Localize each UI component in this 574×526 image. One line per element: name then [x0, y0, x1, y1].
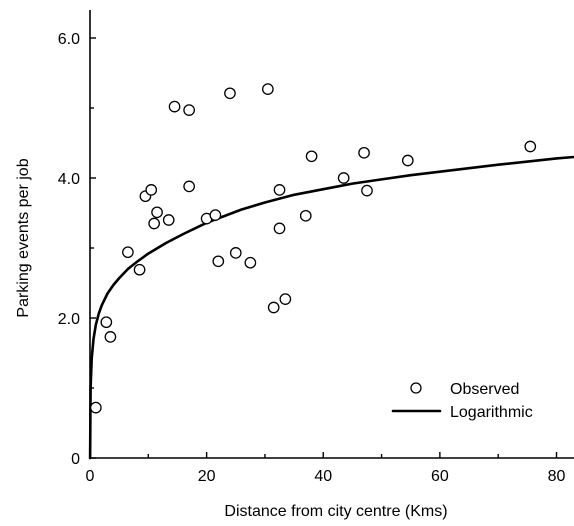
y-tick-label: 0 — [71, 451, 80, 468]
y-axis: 0 2.0 4.0 6.0 — [58, 10, 96, 468]
observed-point — [100, 316, 113, 329]
observed-point — [299, 209, 312, 222]
observed-point — [358, 146, 370, 159]
legend-logarithmic-label: Logarithmic — [450, 404, 533, 421]
y-tick-label: 2.0 — [58, 311, 80, 328]
observed-point — [524, 140, 537, 153]
observed-point — [104, 331, 117, 343]
y-axis-title: Parking events per job — [15, 158, 32, 317]
observed-point — [145, 184, 158, 196]
x-tick-label: 20 — [198, 468, 216, 485]
observed-point — [209, 209, 222, 221]
observed-point — [273, 222, 286, 235]
observed-point — [168, 100, 181, 113]
legend: Observed Logarithmic — [391, 381, 533, 421]
observed-point — [267, 301, 280, 314]
y-tick-label: 6.0 — [58, 31, 80, 48]
observed-point — [151, 206, 163, 219]
logarithmic-fit-line — [88, 155, 574, 460]
observed-point — [148, 217, 160, 230]
observed-point — [401, 154, 414, 167]
x-tick-label: 60 — [431, 468, 449, 485]
observed-point — [229, 247, 242, 259]
legend-observed-label: Observed — [450, 381, 519, 398]
y-tick-label: 4.0 — [58, 171, 80, 188]
observed-point — [305, 150, 318, 163]
x-tick-label: 80 — [548, 468, 566, 485]
observed-point — [133, 263, 146, 276]
x-tick-label: 0 — [86, 468, 95, 485]
observed-point — [361, 184, 373, 197]
observed-point — [273, 184, 286, 196]
x-tick-label: 40 — [314, 468, 332, 485]
observed-point — [183, 180, 195, 193]
x-axis: 0 20 40 60 80 — [86, 452, 574, 485]
observed-point — [224, 87, 236, 100]
observed-point — [244, 256, 257, 269]
observed-point — [337, 172, 350, 184]
observed-point — [122, 246, 134, 259]
observed-point — [262, 83, 274, 95]
observed-point — [162, 214, 175, 226]
observed-point — [89, 401, 102, 414]
observed-point — [183, 104, 195, 116]
observed-point — [279, 293, 292, 305]
x-axis-title: Distance from city centre (Kms) — [224, 503, 447, 520]
legend-observed-marker — [410, 382, 422, 394]
plot-area — [88, 83, 574, 460]
observed-point — [212, 255, 225, 268]
